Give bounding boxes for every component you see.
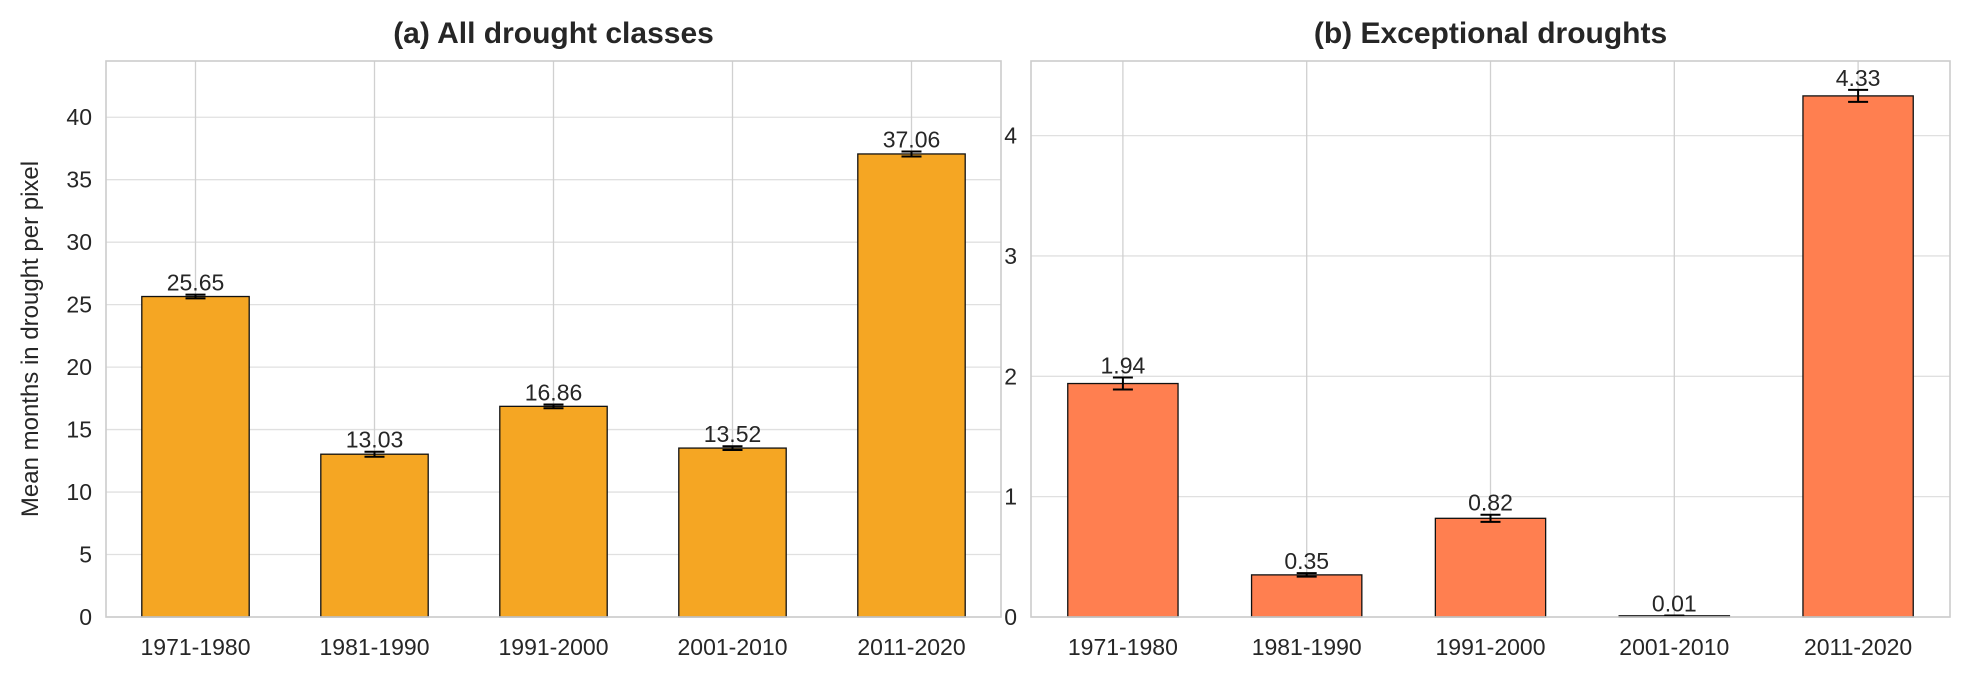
bar-1991-2000 [499,405,608,618]
x-tick-label: 1971-1980 [1068,634,1178,660]
error-bar [722,445,743,451]
y-tick-label: 5 [79,542,92,568]
data-label: 25.65 [167,270,225,296]
data-label: 1.94 [1101,353,1146,379]
bar-2011-2020 [1802,95,1914,618]
data-label: 13.52 [704,421,762,447]
y-axis-label: Mean months in drought per pixel [17,161,44,517]
data-label: 0.82 [1468,490,1513,516]
y-tick-label: 15 [66,417,92,443]
y-tick-label: 30 [66,229,92,255]
bar-2001-2010 [678,447,787,618]
x-tick-label: 2001-2010 [678,634,788,660]
plot-frame [1030,60,1951,618]
error-bar [543,403,564,410]
chart-panel-a: 0 5 10 15 20 25 30 35 40 25.65 1971-1980 13.03 1981-… [17,17,1002,660]
y-tick-label: 35 [66,167,92,193]
data-label: 0.01 [1652,591,1697,617]
y-tick-label: 25 [66,292,92,318]
data-label: 4.33 [1836,65,1881,91]
bar-1971-1980 [141,295,250,618]
x-tick-label: 2001-2010 [1619,634,1729,660]
y-tick-label: 10 [66,479,92,505]
y-tick-label: 40 [66,104,92,130]
y-tick-label: 1 [1004,484,1017,510]
error-bar [1296,572,1317,578]
error-bar [1112,376,1133,391]
chart-panel-b: 0 1 2 3 4 1.94 1971-1980 0.35 1981-1990 0.82 1991-… [1004,17,1951,660]
error-bar [1480,513,1501,523]
data-label: 13.03 [346,427,404,453]
y-tick-label: 2 [1004,363,1017,389]
error-bar [901,150,922,158]
bar-1971-1980 [1067,382,1179,618]
data-label: 16.86 [525,379,583,405]
data-label: 37.06 [883,126,941,152]
y-tick-label: 0 [79,604,92,630]
y-tick-label: 3 [1004,243,1017,269]
y-tick-label: 4 [1004,123,1017,149]
x-tick-label: 2011-2020 [857,634,965,660]
x-tick-label: 1981-1990 [1252,634,1362,660]
bar-1981-1990 [320,453,429,618]
data-label: 0.35 [1284,548,1329,574]
x-tick-label: 1971-1980 [141,634,251,660]
chart-title: (a) All drought classes [393,17,714,50]
bar-1991-2000 [1434,517,1547,618]
y-tick-label: 20 [66,354,92,380]
x-tick-label: 1991-2000 [1436,634,1546,660]
x-tick-label: 1991-2000 [499,634,609,660]
bar-1981-1990 [1250,574,1363,618]
chart-title: (b) Exceptional droughts [1314,17,1667,50]
plot-frame [105,60,1002,618]
x-tick-label: 2011-2020 [1804,634,1912,660]
y-tick-label: 0 [1004,604,1017,630]
x-tick-label: 1981-1990 [320,634,430,660]
bar-2011-2020 [857,153,966,618]
error-bar [364,450,385,458]
error-bar [1848,88,1869,103]
error-bar [185,293,206,300]
